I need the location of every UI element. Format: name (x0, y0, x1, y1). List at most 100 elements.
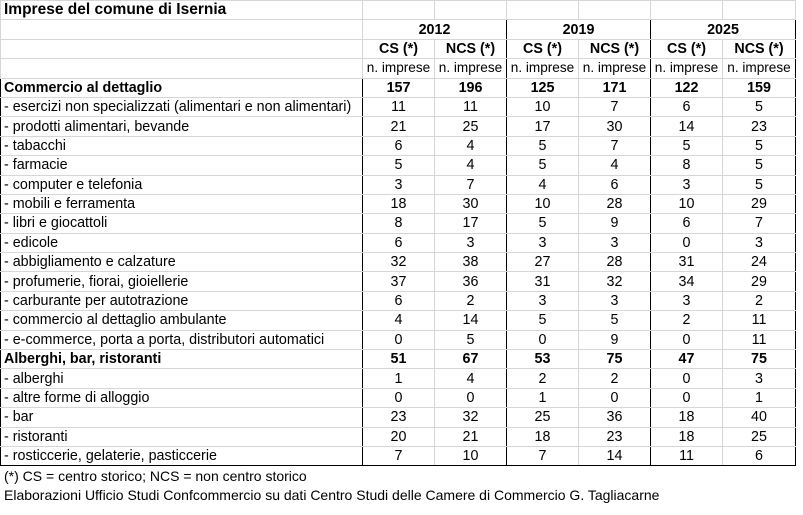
value-cell: 23 (722, 116, 796, 137)
value-cell: 159 (722, 77, 796, 98)
value-cell: 5 (578, 310, 651, 331)
value-cell: 18 (362, 193, 435, 215)
value-cell: 3 (650, 174, 723, 195)
value-cell: 32 (362, 252, 435, 273)
sub-header: NCS (*) (722, 38, 796, 60)
row-label: - profumerie, fiorai, gioiellerie (0, 271, 363, 292)
value-cell: 3 (650, 290, 723, 312)
value-cell: 47 (650, 349, 723, 370)
value-cell: 4 (578, 155, 651, 176)
value-cell: 25 (506, 407, 579, 428)
value-cell: 5 (722, 174, 796, 195)
value-cell: 0 (362, 387, 435, 409)
table-row: - tabacchi 6 4 5 7 5 5 (0, 135, 796, 157)
value-cell: 196 (434, 77, 507, 98)
value-cell: 0 (650, 329, 723, 351)
value-cell: 6 (362, 232, 435, 254)
empty-cell (0, 19, 363, 40)
value-cell: 17 (506, 116, 579, 137)
value-cell: 171 (578, 77, 651, 98)
row-label: Alberghi, bar, ristoranti (0, 349, 363, 370)
value-cell: 18 (506, 426, 579, 447)
value-cell: 6 (362, 290, 435, 312)
value-cell: 28 (578, 193, 651, 215)
data-table: Imprese del comune di Isernia 2012 2019 202… (0, 0, 796, 506)
value-cell: 11 (362, 96, 435, 118)
value-cell: 11 (722, 310, 796, 331)
sub-header: CS (*) (506, 38, 579, 60)
value-cell: 3 (362, 174, 435, 195)
value-cell: 0 (650, 232, 723, 254)
value-cell: 125 (506, 77, 579, 98)
value-cell: 31 (650, 252, 723, 273)
table-row: - prodotti alimentari, bevande 21 25 17 30 14… (0, 116, 796, 137)
value-cell: 10 (506, 96, 579, 118)
value-cell: 14 (578, 445, 651, 467)
value-cell: 29 (722, 193, 796, 215)
empty-cell (0, 58, 363, 79)
empty-cell (362, 0, 435, 21)
value-cell: 36 (434, 271, 507, 292)
value-cell: 40 (722, 407, 796, 428)
year-header-row: 2012 2019 2025 (0, 19, 796, 40)
value-cell: 14 (434, 310, 507, 331)
value-cell: 7 (578, 135, 651, 157)
value-cell: 9 (578, 329, 651, 351)
empty-cell (578, 0, 651, 21)
value-cell: 2 (506, 368, 579, 389)
value-cell: 21 (362, 116, 435, 137)
value-cell: 34 (650, 271, 723, 292)
value-cell: 14 (650, 116, 723, 137)
value-cell: 23 (362, 407, 435, 428)
table-row: - carburante per autotrazione 6 2 3 3 3 2 (0, 290, 796, 312)
empty-cell (434, 0, 507, 21)
value-cell: 3 (434, 232, 507, 254)
value-cell: 6 (722, 445, 796, 467)
value-cell: 0 (362, 329, 435, 351)
value-cell: 18 (650, 426, 723, 447)
value-cell: 4 (506, 174, 579, 195)
value-cell: 51 (362, 349, 435, 370)
value-cell: 53 (506, 349, 579, 370)
row-label: - computer e telefonia (0, 174, 363, 195)
unit-row: n. imprese n. imprese n. imprese n. imprese… (0, 58, 796, 79)
value-cell: 6 (578, 174, 651, 195)
table-row: - ristoranti 20 21 18 23 18 25 (0, 426, 796, 447)
value-cell: 30 (434, 193, 507, 215)
row-label: - alberghi (0, 368, 363, 389)
year-header: 2025 (650, 19, 796, 40)
row-label: - libri e giocattoli (0, 213, 363, 234)
value-cell: 5 (722, 155, 796, 176)
empty-cell (722, 0, 796, 21)
value-cell: 31 (506, 271, 579, 292)
value-cell: 32 (434, 407, 507, 428)
sub-header: NCS (*) (434, 38, 507, 60)
value-cell: 6 (362, 135, 435, 157)
value-cell: 0 (506, 329, 579, 351)
value-cell: 18 (650, 407, 723, 428)
unit-label: n. imprese (650, 58, 723, 79)
value-cell: 11 (722, 329, 796, 351)
value-cell: 4 (434, 368, 507, 389)
table-row: - computer e telefonia 3 7 4 6 3 5 (0, 174, 796, 195)
sub-header: NCS (*) (578, 38, 651, 60)
value-cell: 5 (650, 135, 723, 157)
value-cell: 2 (650, 310, 723, 331)
value-cell: 25 (434, 116, 507, 137)
table-row: - e-commerce, porta a porta, distributor… (0, 329, 796, 351)
value-cell: 6 (650, 96, 723, 118)
value-cell: 0 (578, 387, 651, 409)
unit-label: n. imprese (722, 58, 796, 79)
table-row: - profumerie, fiorai, gioiellerie 37 36 31 3… (0, 271, 796, 292)
value-cell: 20 (362, 426, 435, 447)
value-cell: 8 (362, 213, 435, 234)
unit-label: n. imprese (434, 58, 507, 79)
value-cell: 3 (578, 290, 651, 312)
sub-header-row: CS (*) NCS (*) CS (*) NCS (*) CS (*) NCS (*) (0, 38, 796, 60)
value-cell: 37 (362, 271, 435, 292)
value-cell: 6 (650, 213, 723, 234)
value-cell: 25 (722, 426, 796, 447)
empty-cell (0, 38, 363, 60)
value-cell: 11 (650, 445, 723, 467)
